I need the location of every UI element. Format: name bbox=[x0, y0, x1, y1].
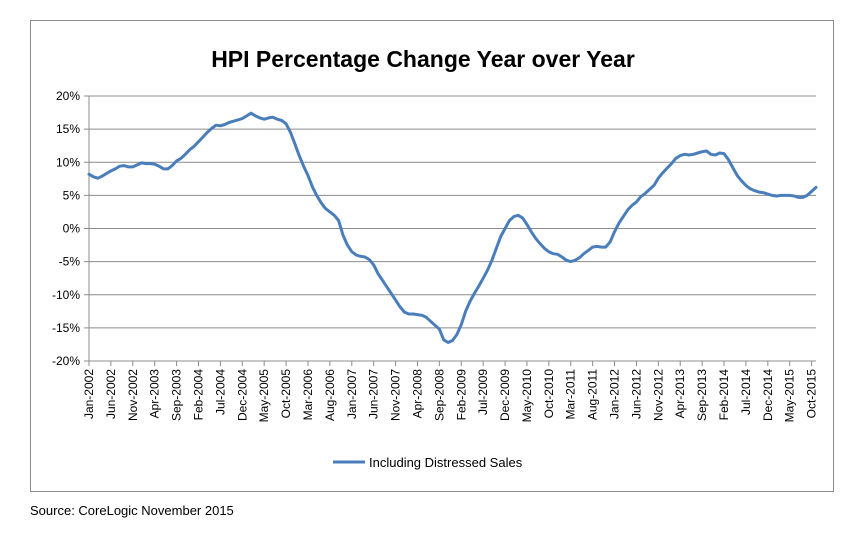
y-tick-label: 20% bbox=[56, 89, 80, 103]
x-tick-label: Jan-2002 bbox=[82, 369, 96, 419]
y-axis-ticks: 20% 15% 10% 5% 0% -5% -10% -15% -20% bbox=[52, 89, 89, 368]
x-tick-label: Feb-2014 bbox=[717, 369, 731, 421]
x-tick-label: Oct-2015 bbox=[805, 369, 819, 419]
x-tick-label: Aug-2006 bbox=[323, 369, 337, 421]
x-tick-label: Feb-2009 bbox=[454, 369, 468, 421]
x-tick-label: Sep-2003 bbox=[170, 369, 184, 421]
axes bbox=[88, 96, 816, 362]
x-tick-label: Nov-2007 bbox=[389, 369, 403, 421]
x-tick-label: Jan-2012 bbox=[608, 369, 622, 419]
x-tick-label: May-2005 bbox=[257, 369, 271, 423]
x-tick-label: May-2015 bbox=[783, 369, 797, 423]
y-tick-label: -10% bbox=[52, 288, 80, 302]
x-tick-label: Dec-2009 bbox=[498, 369, 512, 421]
x-tick-label: Oct-2005 bbox=[279, 369, 293, 419]
x-tick-label: Jun-2012 bbox=[629, 369, 643, 419]
x-tick-label: May-2010 bbox=[520, 369, 534, 423]
chart-svg: HPI Percentage Change Year over Year 20%… bbox=[52, 46, 819, 470]
x-tick-label: Jan-2007 bbox=[345, 369, 359, 419]
x-tick-label: Dec-2014 bbox=[761, 369, 775, 421]
legend-label: Including Distressed Sales bbox=[369, 455, 523, 470]
x-tick-label: Mar-2006 bbox=[301, 369, 315, 421]
x-tick-label: Apr-2013 bbox=[673, 369, 687, 419]
x-tick-label: Jul-2004 bbox=[213, 369, 227, 415]
gridlines bbox=[89, 95, 816, 362]
x-tick-label: Mar-2011 bbox=[564, 369, 578, 420]
x-tick-label: Jul-2014 bbox=[739, 369, 753, 415]
x-tick-label: Jun-2002 bbox=[104, 369, 118, 419]
y-tick-label: -15% bbox=[52, 321, 80, 335]
x-tick-label: Nov-2002 bbox=[126, 369, 140, 421]
series-layer bbox=[87, 111, 818, 344]
source-note: Source: CoreLogic November 2015 bbox=[30, 503, 234, 518]
y-tick-label: 0% bbox=[63, 222, 81, 236]
x-tick-label: Apr-2008 bbox=[410, 369, 424, 419]
x-tick-label: Oct-2010 bbox=[542, 369, 556, 419]
y-tick-label: 15% bbox=[56, 122, 80, 136]
x-tick-label: Aug-2011 bbox=[586, 369, 600, 420]
y-tick-label: 10% bbox=[56, 155, 80, 169]
x-tick-label: Dec-2004 bbox=[235, 369, 249, 421]
chart-frame: HPI Percentage Change Year over Year 20%… bbox=[30, 20, 834, 492]
y-tick-label: -5% bbox=[59, 255, 81, 269]
x-tick-label: Feb-2004 bbox=[191, 369, 205, 421]
x-axis-ticks: Jan-2002 Jun-2002 Nov-2002 Apr-2003 Sep-2003… bbox=[82, 361, 819, 422]
legend: Including Distressed Sales bbox=[333, 455, 523, 470]
series-line-including-distressed-sales bbox=[87, 111, 818, 344]
x-tick-label: Sep-2008 bbox=[432, 369, 446, 421]
x-tick-label: Nov-2012 bbox=[651, 369, 665, 421]
x-tick-label: Apr-2003 bbox=[148, 369, 162, 419]
x-tick-label: Sep-2013 bbox=[695, 369, 709, 421]
x-tick-label: Jul-2009 bbox=[476, 369, 490, 415]
chart-title: HPI Percentage Change Year over Year bbox=[211, 46, 635, 72]
y-tick-label: -20% bbox=[52, 354, 80, 368]
x-tick-label: Jun-2007 bbox=[367, 369, 381, 419]
y-tick-label: 5% bbox=[63, 188, 81, 202]
